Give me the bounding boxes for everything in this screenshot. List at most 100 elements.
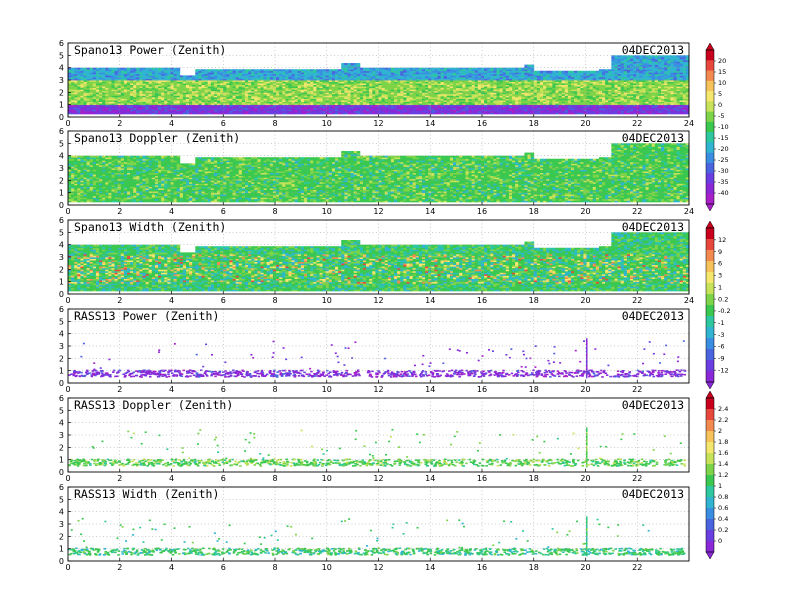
heatmap-cell (390, 69, 395, 72)
heatmap-cell (276, 76, 280, 79)
heatmap-cell (139, 92, 143, 95)
heatmap-cell (226, 84, 230, 87)
heatmap-cell (322, 76, 327, 79)
heatmap-cell (331, 95, 336, 98)
heatmap-cell (198, 103, 202, 106)
heatmap-cell (217, 107, 221, 110)
heatmap-cell (71, 110, 75, 113)
heatmap-cell (126, 89, 131, 92)
heatmap-cell (164, 98, 168, 101)
heatmap-cell (291, 69, 296, 72)
heatmap-cell (217, 98, 221, 101)
heatmap-cell (369, 107, 373, 110)
heatmap-cell (95, 93, 100, 96)
heatmap-cell (375, 81, 379, 84)
heatmap-cell (319, 87, 323, 90)
heatmap-cell (257, 83, 261, 86)
heatmap-cell (126, 81, 131, 84)
heatmap-cell (207, 93, 212, 96)
heatmap-cell (403, 95, 407, 98)
heatmap-cell (378, 103, 382, 106)
heatmap-cell (397, 89, 401, 92)
heatmap-cell (335, 112, 339, 115)
heatmap-cell (136, 98, 140, 101)
heatmap-cell (390, 70, 395, 73)
heatmap-cell (130, 106, 134, 109)
heatmap-cell (136, 87, 140, 90)
heatmap-cell (307, 87, 311, 90)
heatmap-cell (80, 92, 84, 95)
heatmap-cell (176, 73, 181, 76)
heatmap-cell (344, 92, 348, 95)
heatmap-cell (428, 84, 432, 87)
heatmap-cell (223, 87, 227, 90)
heatmap-cell (68, 89, 72, 92)
heatmap-cell (232, 95, 237, 98)
heatmap-cell (201, 81, 206, 84)
heatmap-cell (375, 80, 379, 82)
heatmap-cell (425, 86, 429, 89)
heatmap-cell (176, 87, 181, 90)
heatmap-cell (254, 84, 258, 87)
heatmap-cell (154, 110, 159, 113)
heatmap-cell (195, 100, 199, 102)
heatmap-cell (375, 87, 379, 90)
heatmap-cell (136, 107, 140, 110)
heatmap-cell (86, 81, 91, 84)
heatmap-cell (248, 86, 252, 89)
heatmap-cell (204, 92, 209, 95)
heatmap-cell (589, 70, 594, 73)
heatmap-cell (95, 70, 100, 73)
heatmap-cell (164, 106, 168, 109)
heatmap-cell (431, 92, 435, 95)
heatmap-cell (266, 101, 271, 104)
heatmap-cell (142, 109, 147, 112)
heatmap-cell (192, 100, 196, 102)
heatmap-cell (279, 78, 283, 81)
heatmap-cell (269, 83, 274, 86)
heatmap-cell (390, 84, 395, 87)
heatmap-cell (269, 87, 274, 90)
heatmap-cell (244, 75, 249, 78)
heatmap-cell (543, 70, 547, 73)
heatmap-cell (123, 67, 128, 70)
heatmap-cell (74, 75, 78, 78)
heatmap-cell (74, 67, 78, 70)
heatmap-cell (291, 110, 296, 113)
heatmap-cell (403, 98, 407, 101)
heatmap-cell (139, 104, 143, 107)
heatmap-cell (285, 112, 289, 115)
heatmap-cell (170, 92, 174, 95)
heatmap-cell (263, 96, 268, 99)
heatmap-cell (151, 81, 156, 84)
heatmap-cell (210, 112, 215, 115)
heatmap-cell (353, 73, 358, 76)
heatmap-cell (92, 81, 97, 84)
heatmap-cell (412, 107, 417, 110)
heatmap-cell (223, 81, 227, 84)
heatmap-cell (77, 76, 81, 79)
heatmap-cell (356, 109, 361, 112)
heatmap-cell (201, 92, 206, 95)
heatmap-cell (80, 104, 84, 107)
heatmap-cell (285, 89, 289, 92)
heatmap-cell (434, 76, 438, 79)
heatmap-cell (353, 83, 358, 86)
heatmap-cell (409, 112, 414, 115)
heatmap-cell (142, 76, 147, 79)
heatmap-cell (282, 103, 286, 106)
heatmap-cell (254, 96, 258, 99)
heatmap-cell (325, 75, 330, 78)
heatmap-cell (207, 104, 212, 107)
heatmap-cell (130, 69, 134, 72)
heatmap-cell (372, 84, 376, 87)
heatmap-cell (251, 96, 255, 99)
heatmap-cell (282, 106, 286, 109)
heatmap-cell (291, 98, 296, 101)
heatmap-cell (223, 70, 227, 73)
heatmap-cell (425, 76, 429, 79)
heatmap-cell (68, 104, 72, 107)
heatmap-cell (403, 80, 407, 82)
heatmap-cell (198, 80, 202, 82)
heatmap-cell (561, 70, 566, 73)
